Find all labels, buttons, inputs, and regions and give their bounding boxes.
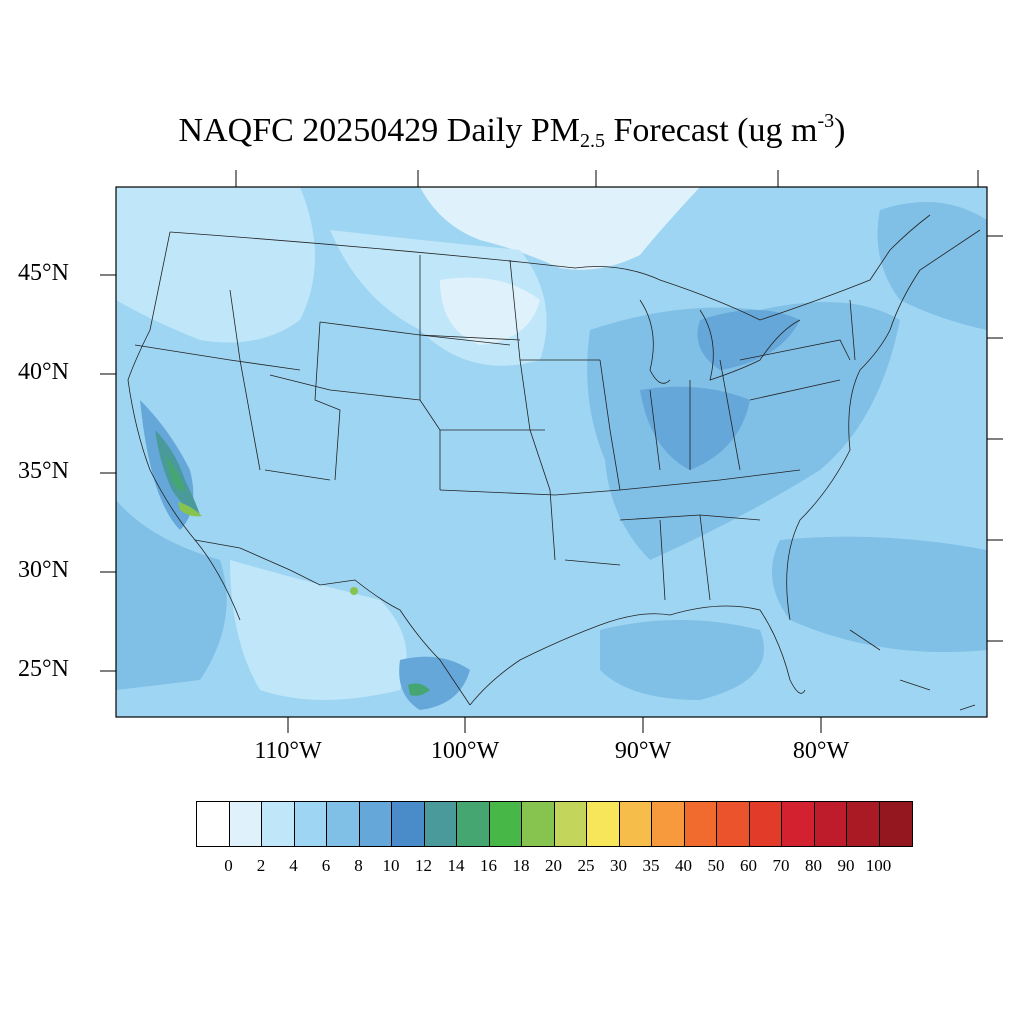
field-light-dakotas	[440, 277, 540, 345]
colorbar-tick-label: 100	[865, 856, 892, 875]
field-high-california	[155, 430, 200, 515]
field-mid-great-lakes	[697, 310, 800, 370]
title-superscript: -3	[817, 110, 835, 132]
field-mid-pacific	[116, 500, 227, 690]
colorbar-box	[522, 802, 555, 846]
colorbar-box	[554, 802, 587, 846]
field-mid-ohio	[640, 386, 750, 470]
field-mid-atlantic	[772, 536, 987, 652]
colorbar-tick-label: 25	[577, 856, 595, 875]
top-ticks	[235, 170, 979, 187]
lat-label-25n: 25°N	[18, 656, 69, 682]
field-high-la-basin	[178, 502, 202, 517]
colorbar-tick-label: 18	[512, 856, 530, 875]
colorbar-box	[327, 802, 360, 846]
field-mid-northeast	[877, 202, 987, 330]
colorbar-box	[359, 802, 392, 846]
great-lakes	[639, 299, 801, 384]
colorbar-tick-label: 60	[740, 856, 757, 875]
lat-label-45n: 45°N	[18, 260, 69, 286]
field-light-north	[420, 187, 700, 270]
colorbar-tick-label: 6	[321, 856, 331, 875]
colorbar-box	[392, 802, 425, 846]
field-mid-mexico	[399, 656, 470, 710]
gulf-coast	[469, 605, 806, 706]
left-ticks	[100, 274, 116, 672]
map-title: NAQFC 20250429 Daily PM2.5 Forecast (ug …	[0, 110, 1024, 152]
west-coast	[127, 231, 241, 621]
lat-label-35n: 35°N	[18, 458, 69, 484]
colorbar-box	[197, 802, 230, 846]
lon-label-80w: 80°W	[792, 738, 850, 764]
colorbar-tick-label: 90	[837, 856, 855, 875]
colorbar-tick-label: 30	[610, 856, 627, 875]
colorbar-box	[424, 802, 457, 846]
lat-label-30n: 30°N	[18, 557, 69, 583]
colorbar-tick-label: 80	[805, 856, 822, 875]
colorbar-tick-label: 12	[415, 856, 432, 875]
field-high-texas-spot	[350, 587, 358, 595]
lon-label-90w: 90°W	[614, 738, 672, 764]
colorbar-tick-label: 70	[772, 856, 790, 875]
colorbar-box	[814, 802, 847, 846]
colorbar-tick-label: 20	[545, 856, 562, 875]
field-light-west	[116, 187, 315, 343]
colorbar-tick-label: 0	[224, 856, 233, 875]
us-mexico-border	[194, 539, 471, 706]
boundaries	[127, 214, 981, 711]
colorbar-tick-label: 16	[480, 856, 497, 875]
right-ticks	[987, 235, 1003, 642]
field-mid-gulf	[600, 620, 764, 700]
colorbar-tick-label: 8	[354, 856, 363, 875]
colorbar-box	[489, 802, 522, 846]
colorbar-box	[587, 802, 620, 846]
bottom-ticks	[287, 717, 822, 733]
title-suffix: )	[834, 112, 846, 149]
colorbar-tick-label: 4	[289, 856, 298, 875]
state-lines-east	[619, 299, 856, 601]
colorbar-tick-label: 2	[256, 856, 266, 875]
field-high-california-core	[165, 455, 185, 492]
field-mid-east	[587, 302, 900, 560]
lat-label-40n: 40°N	[18, 359, 69, 385]
colorbar-box	[684, 802, 717, 846]
colorbar-box	[717, 802, 750, 846]
east-coast	[786, 229, 981, 621]
map-frame	[115, 186, 988, 718]
field-high-mexico-core	[408, 683, 430, 696]
colorbar-box	[652, 802, 685, 846]
colorbar-box	[749, 802, 782, 846]
colorbar	[196, 801, 913, 847]
colorbar-tick-label: 14	[447, 856, 465, 875]
field-light-southwest	[230, 560, 407, 700]
colorbar-tick-label: 10	[382, 856, 400, 875]
colorbar-tick-label: 40	[675, 856, 692, 875]
colorbar-tick-label: 50	[707, 856, 725, 875]
colorbar-box	[262, 802, 295, 846]
colorbar-box	[294, 802, 327, 846]
us-canada-border	[169, 214, 931, 321]
colorbar-box	[847, 802, 880, 846]
colorbar-box	[457, 802, 490, 846]
colorbar-box	[879, 802, 912, 846]
islands	[849, 629, 976, 711]
colorbar-box	[619, 802, 652, 846]
title-prefix: NAQFC 20250429 Daily PM	[178, 112, 580, 149]
lon-label-100w: 100°W	[430, 738, 500, 764]
title-middle: Forecast (ug m	[604, 112, 818, 149]
colorbar-box	[782, 802, 815, 846]
title-subscript: 2.5	[579, 130, 605, 152]
lon-label-110w: 110°W	[254, 738, 322, 764]
colorbar-box	[229, 802, 262, 846]
colorbar-tick-label: 35	[642, 856, 660, 875]
state-lines-central	[419, 259, 621, 566]
